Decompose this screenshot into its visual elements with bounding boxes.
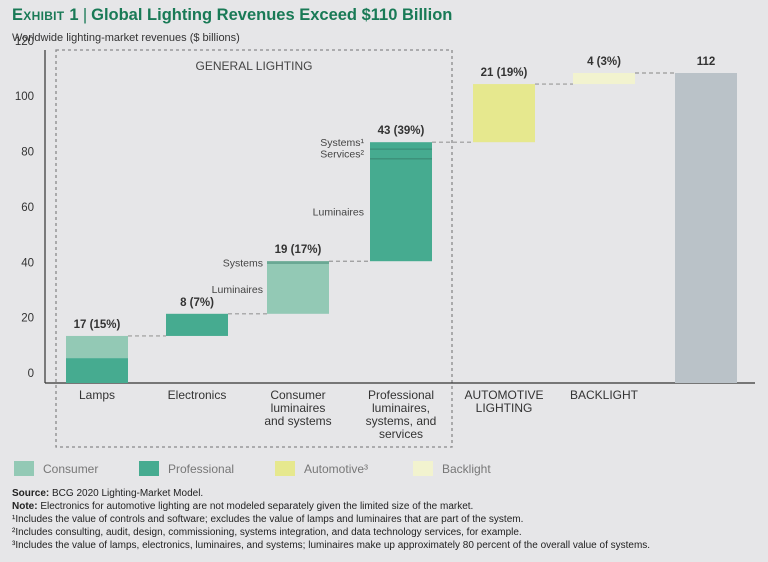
- group-label-general-lighting: GENERAL LIGHTING: [196, 59, 313, 73]
- value-label: 4 (3%): [587, 56, 621, 68]
- notes: Source: BCG 2020 Lighting-Market Model. …: [12, 487, 762, 552]
- bar-segment-consumer: [66, 335, 128, 359]
- x-category-label: Lamps: [79, 388, 115, 402]
- legend-item-consumer: Consumer: [14, 461, 98, 476]
- x-category-label: BACKLIGHT: [570, 388, 639, 402]
- legend-item-automotive: Automotive³: [275, 461, 368, 476]
- value-label: 8 (7%): [180, 297, 214, 309]
- segment-label-systems: Systems¹: [320, 137, 364, 149]
- chart-title: Global Lighting Revenues Exceed $110 Bil…: [91, 6, 453, 24]
- legend-label: Consumer: [43, 461, 99, 476]
- segment-label-luminaires: Luminaires: [313, 206, 364, 218]
- y-axis-title: Worldwide lighting-market revenues ($ bi…: [12, 32, 240, 44]
- bar-segment-systems: [267, 261, 329, 264]
- x-category-label: Electronics: [168, 388, 227, 402]
- footnote-1: ¹Includes the value of controls and soft…: [12, 514, 524, 525]
- legend-label: Automotive³: [304, 461, 369, 476]
- source-note: Source: BCG 2020 Lighting-Market Model.: [12, 487, 762, 500]
- exhibit-number: Exhibit 1: [12, 6, 79, 24]
- value-label: 112: [697, 56, 716, 68]
- x-category-label: luminaires,: [372, 401, 430, 415]
- y-tick-label: 40: [21, 257, 34, 269]
- source-label: Source:: [12, 488, 50, 499]
- source-text: BCG 2020 Lighting-Market Model.: [49, 488, 204, 499]
- y-tick-label: 60: [21, 202, 34, 214]
- legend-swatch-backlight: [413, 461, 433, 476]
- y-tick-label: 100: [15, 91, 34, 103]
- x-category-label: systems, and: [366, 414, 437, 428]
- footnote-2: ²Includes consulting, audit, design, com…: [12, 527, 522, 538]
- bar-segment-automotive: [473, 84, 535, 143]
- legend-swatch-automotive: [275, 461, 295, 476]
- x-category-label: Consumer: [270, 388, 325, 402]
- bar-segment-professional: [66, 358, 128, 383]
- legend-label: Backlight: [442, 461, 491, 476]
- segment-label-services: Services²: [320, 149, 364, 161]
- x-category-label: Professional: [368, 388, 434, 402]
- bar-segment-professional: [370, 149, 432, 159]
- waterfall-chart: GENERAL LIGHTING 0 20 40 60 80 100 120 17 (15%) L…: [15, 36, 755, 448]
- general-note: Note: Electronics for automotive lightin…: [12, 500, 762, 513]
- bar-segment-professional: [370, 158, 432, 262]
- y-tick-label: 0: [28, 368, 34, 380]
- general-lighting-group-box: [55, 49, 453, 448]
- legend-item-professional: Professional: [139, 461, 234, 476]
- x-category-label: services: [379, 427, 423, 441]
- value-label: 43 (39%): [378, 125, 425, 137]
- x-category-label: LIGHTING: [476, 401, 533, 415]
- footnote-3: ³Includes the value of lamps, electronic…: [12, 540, 651, 551]
- value-label: 21 (19%): [481, 67, 528, 79]
- bar-segment-professional: [370, 142, 432, 150]
- segment-label-systems: Systems: [223, 258, 263, 270]
- exhibit-title: Exhibit 1 | Global Lighting Revenues Excee…: [12, 6, 452, 25]
- bar-segment-backlight: [573, 73, 635, 85]
- x-category-label: AUTOMOTIVE: [464, 388, 543, 402]
- legend: Consumer Professional Automotive³ Backli…: [14, 461, 754, 479]
- note-label: Note:: [12, 501, 38, 512]
- note-text: Electronics for automotive lighting are …: [37, 501, 474, 512]
- x-category-label: and systems: [264, 414, 331, 428]
- title-separator: |: [82, 6, 88, 24]
- bar-segment-total: [675, 73, 737, 383]
- legend-swatch-professional: [139, 461, 159, 476]
- y-tick-label: 20: [21, 313, 34, 325]
- value-label: 17 (15%): [74, 319, 121, 331]
- legend-item-backlight: Backlight: [413, 461, 491, 476]
- bar-segment-consumer: [267, 263, 329, 314]
- y-tick-label: 80: [21, 147, 34, 159]
- legend-label: Professional: [168, 461, 235, 476]
- value-label: 19 (17%): [275, 244, 322, 256]
- x-category-label: luminaires: [271, 401, 326, 415]
- y-tick-label: 120: [15, 36, 34, 48]
- legend-swatch-consumer: [14, 461, 34, 476]
- segment-label-luminaires: Luminaires: [212, 284, 263, 296]
- bar-segment-professional: [166, 313, 228, 336]
